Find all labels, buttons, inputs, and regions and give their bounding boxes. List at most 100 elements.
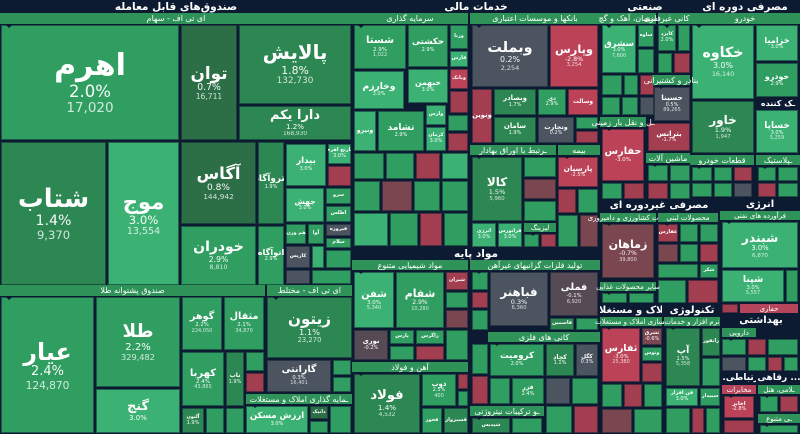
treemap-cell[interactable]: شتاب 1.4% 9,370 [1, 142, 106, 285]
treemap-cell[interactable]: وتوس [642, 347, 662, 361]
treemap-cell[interactable] [622, 97, 638, 115]
treemap-cell[interactable]: وبصادر 1.7% [494, 89, 536, 115]
treemap-cell[interactable]: سپیدار [700, 388, 720, 406]
treemap-cell[interactable] [692, 183, 712, 197]
treemap-cell[interactable]: سرو [326, 188, 351, 204]
treemap-cell[interactable] [648, 183, 668, 199]
treemap-cell[interactable]: گنج 3.0% [96, 389, 180, 433]
treemap-cell[interactable] [658, 280, 686, 303]
treemap-cell[interactable]: فارس [450, 51, 468, 67]
treemap-cell[interactable] [420, 213, 442, 246]
treemap-cell[interactable]: وپارس -2.8% 3,254 [550, 25, 598, 87]
treemap-cell[interactable] [629, 293, 654, 303]
treemap-cell[interactable] [658, 244, 678, 262]
treemap-cell[interactable]: حکشتی 2.9% [408, 25, 448, 67]
treemap-cell[interactable] [700, 224, 718, 242]
treemap-cell[interactable]: ونیرو [354, 111, 376, 151]
treemap-cell[interactable] [722, 339, 746, 355]
treemap-cell[interactable]: فخوز [422, 408, 442, 433]
treemap-cell[interactable] [326, 250, 351, 268]
treemap-cell[interactable] [574, 406, 598, 433]
treemap-cell[interactable]: فاسمین [550, 318, 574, 330]
treemap-cell[interactable] [666, 408, 690, 433]
treemap-cell[interactable]: خودرو 2.9% [756, 63, 798, 97]
treemap-cell[interactable] [768, 339, 798, 355]
treemap-cell[interactable] [644, 384, 662, 407]
treemap-cell[interactable] [784, 357, 798, 371]
treemap-cell[interactable] [524, 201, 556, 221]
treemap-cell[interactable] [680, 224, 698, 242]
treemap-cell[interactable]: گوهر 2.2% 224,050 [182, 297, 222, 350]
treemap-cell[interactable] [678, 25, 690, 51]
treemap-cell[interactable]: شفن 3.0% 5,340 [354, 272, 394, 328]
treemap-cell[interactable] [354, 153, 384, 179]
treemap-cell[interactable] [688, 280, 718, 303]
treemap-cell[interactable] [670, 165, 690, 181]
treemap-cell[interactable] [442, 181, 468, 211]
treemap-cell[interactable] [624, 75, 638, 95]
treemap-cell[interactable] [734, 183, 752, 197]
treemap-cell[interactable] [576, 318, 598, 330]
treemap-cell[interactable] [416, 153, 440, 179]
treemap-cell[interactable] [354, 213, 388, 246]
treemap-cell[interactable] [692, 408, 704, 433]
treemap-cell[interactable] [602, 384, 622, 407]
treemap-cell[interactable]: کاریس [286, 246, 310, 268]
treemap-cell[interactable] [442, 153, 468, 179]
treemap-cell[interactable] [390, 346, 414, 360]
treemap-cell[interactable] [354, 181, 380, 211]
treemap-cell[interactable]: شفام 2.9% 10,280 [396, 272, 444, 328]
treemap-cell[interactable] [624, 384, 642, 407]
treemap-cell[interactable] [416, 346, 444, 360]
treemap-cell[interactable]: فزر 2.4% [512, 378, 544, 404]
treemap-cell[interactable] [642, 363, 662, 382]
treemap-cell[interactable] [226, 408, 244, 433]
treemap-cell[interactable]: زاگرس [416, 330, 444, 344]
treemap-cell[interactable] [634, 409, 662, 433]
treemap-cell[interactable]: خساپا 3.0% 5,259 [756, 110, 798, 153]
treemap-cell[interactable]: ارزش مسکن 3.0% [246, 406, 308, 433]
treemap-cell[interactable]: فولاد 1.4% 4,532 [354, 374, 420, 433]
treemap-cell[interactable] [702, 358, 720, 386]
treemap-cell[interactable] [638, 49, 654, 73]
treemap-cell[interactable] [722, 357, 746, 371]
treemap-cell[interactable]: انرژی 3.0% [472, 223, 496, 247]
treemap-cell[interactable]: پارس [390, 330, 414, 344]
treemap-cell[interactable] [448, 115, 468, 131]
treemap-cell[interactable] [472, 376, 488, 404]
treemap-cell[interactable]: شپدیس [472, 418, 510, 433]
treemap-cell[interactable]: حسینا 0.5% 89,265 [654, 87, 690, 121]
treemap-cell[interactable] [382, 181, 412, 211]
treemap-cell[interactable] [760, 425, 798, 433]
treemap-cell[interactable]: سامان 1.9% [494, 117, 536, 143]
treemap-cell[interactable]: خبهمن 3.0% [408, 69, 448, 103]
treemap-cell[interactable]: آگاس 0.8% 144,942 [181, 142, 256, 224]
treemap-cell[interactable]: وسالت [568, 89, 598, 115]
treemap-cell[interactable] [780, 396, 798, 412]
treemap-cell[interactable] [524, 157, 556, 177]
treemap-cell[interactable]: فباهنر 0.3% 6,360 [490, 272, 548, 326]
treemap-cell[interactable]: زماهان -0.7% 39,800 [602, 224, 654, 278]
treemap-cell[interactable]: موج 3.0% 13,554 [108, 142, 179, 285]
treemap-cell[interactable] [602, 409, 632, 433]
treemap-cell[interactable]: فن افزار 3.0% [666, 388, 698, 406]
treemap-cell[interactable] [330, 406, 351, 433]
treemap-cell[interactable] [490, 378, 510, 404]
treemap-cell[interactable] [640, 75, 654, 95]
treemap-cell[interactable] [758, 167, 776, 181]
treemap-cell[interactable] [446, 310, 468, 328]
treemap-cell[interactable]: خکاوه 3.0% 16,140 [692, 25, 754, 99]
treemap-cell[interactable] [446, 330, 468, 360]
treemap-cell[interactable] [714, 183, 732, 197]
treemap-cell[interactable] [524, 234, 539, 247]
treemap-cell[interactable] [386, 153, 414, 179]
treemap-cell[interactable] [572, 378, 598, 404]
treemap-cell[interactable] [576, 131, 598, 143]
treemap-cell[interactable]: خزامیا 3.0% [756, 25, 798, 61]
treemap-cell[interactable] [450, 91, 468, 113]
treemap-cell[interactable] [658, 264, 698, 278]
treemap-cell[interactable]: کهربا 2.4% 43,865 [182, 352, 224, 406]
treemap-cell[interactable] [312, 270, 351, 284]
treemap-cell[interactable]: فیروزه [326, 224, 351, 236]
treemap-cell[interactable] [246, 373, 264, 392]
